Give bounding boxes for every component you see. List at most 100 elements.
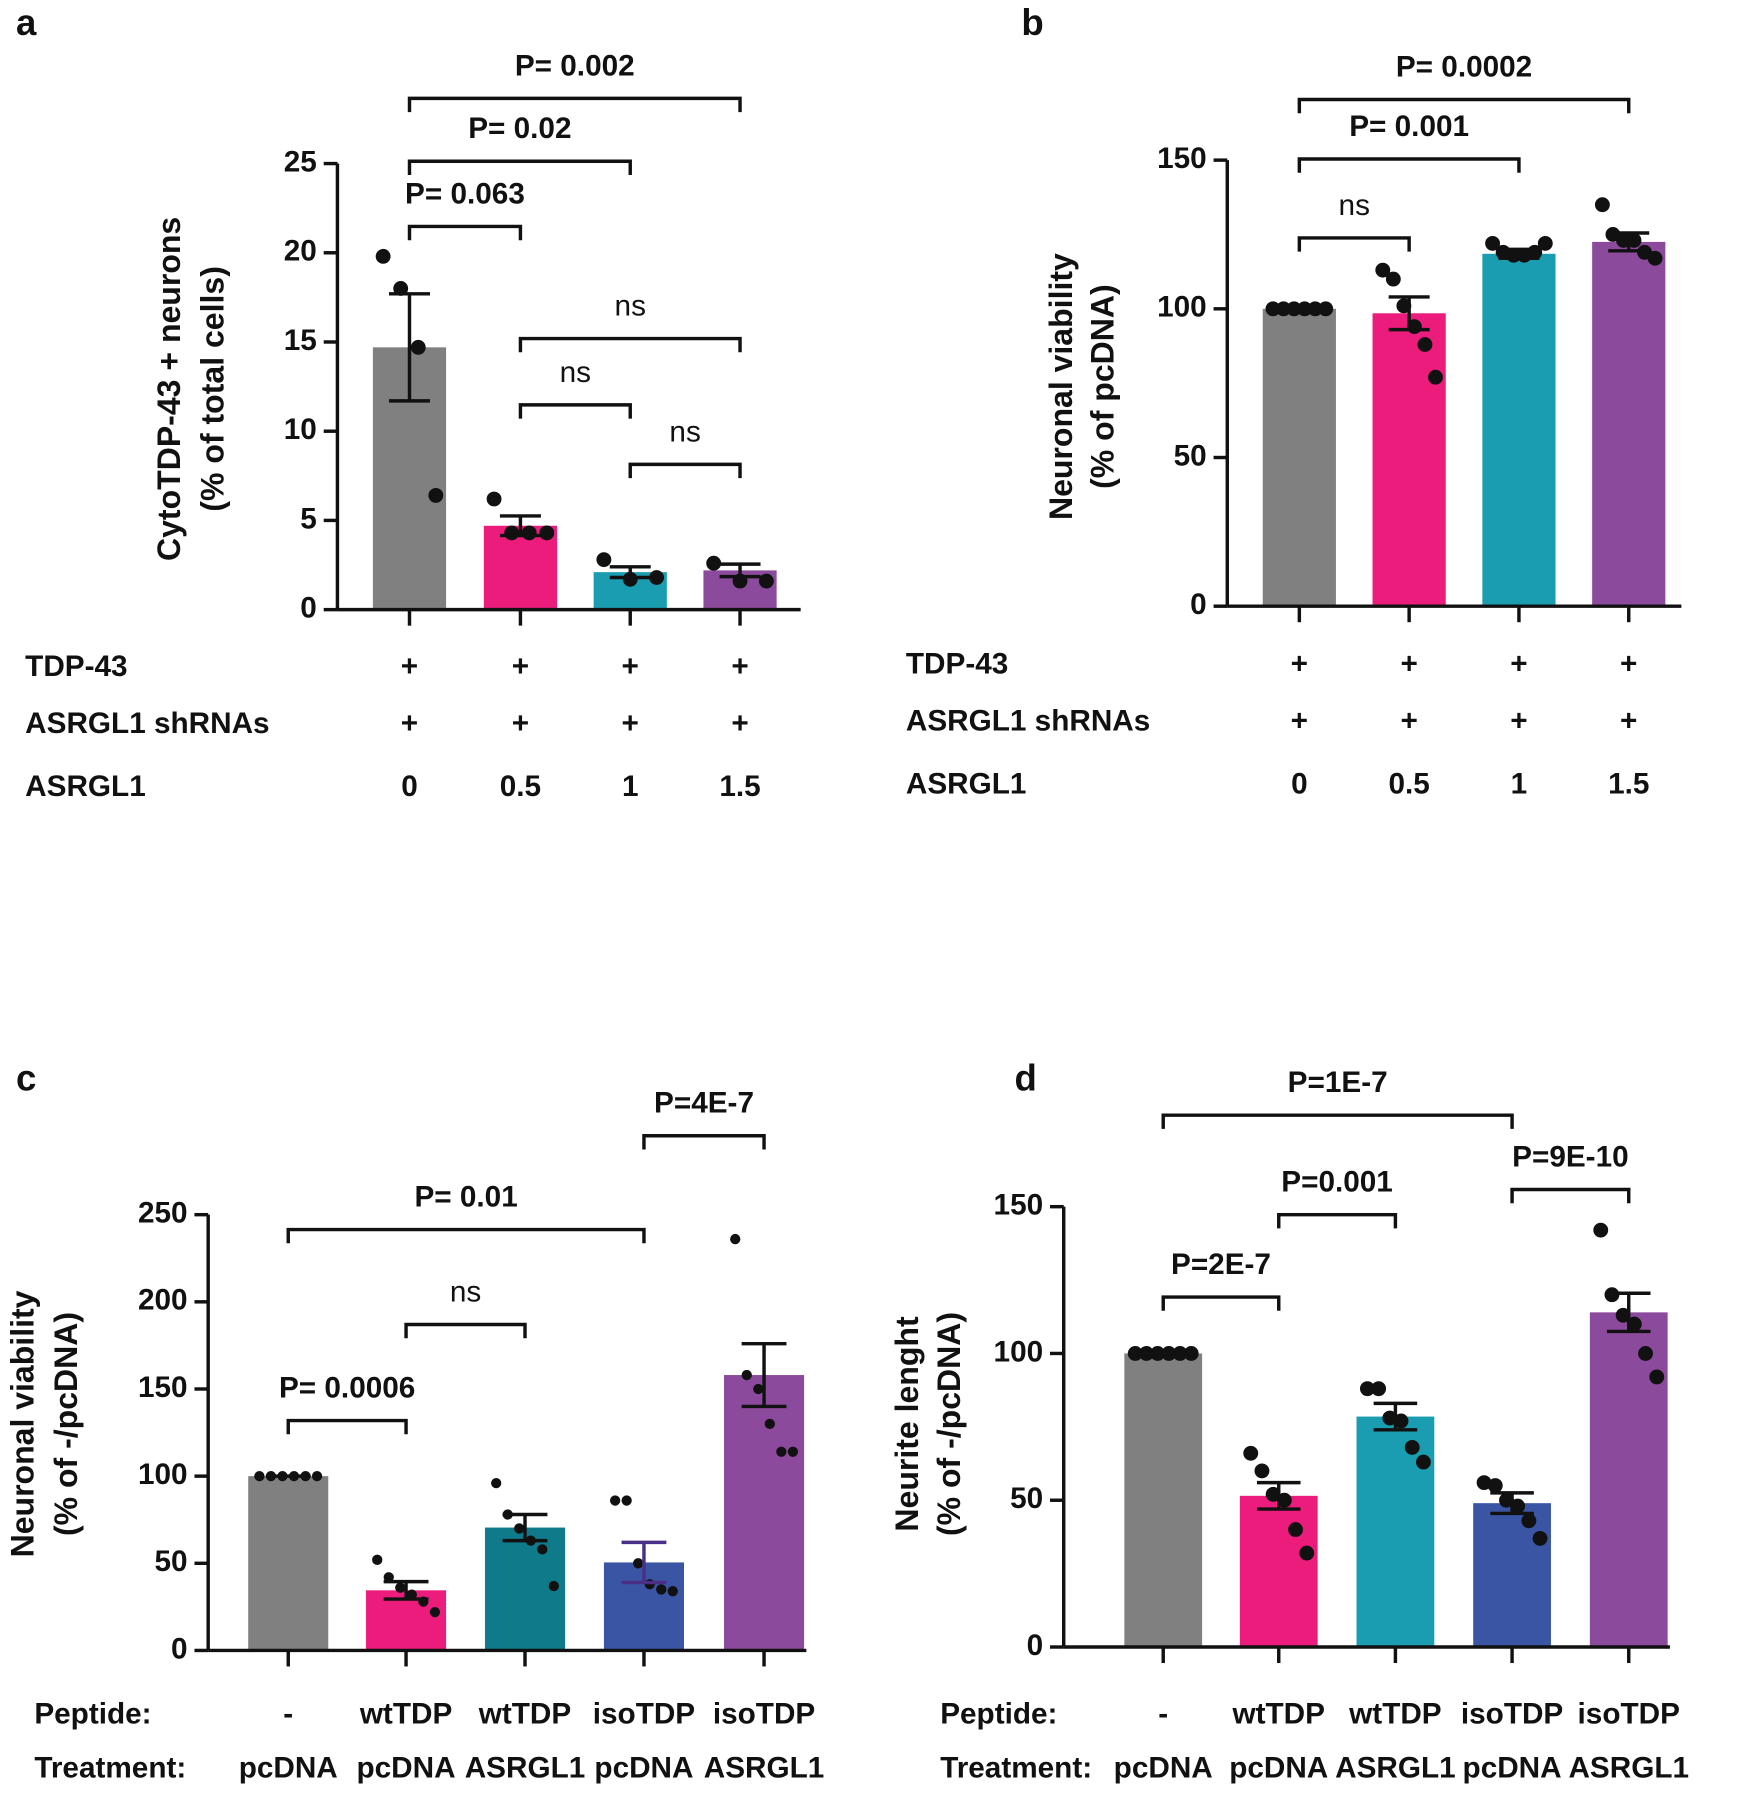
y-tick-label: 5: [300, 502, 317, 535]
data-point: [1243, 1445, 1259, 1461]
error-bar: [719, 562, 761, 579]
y-tick-label: 100: [994, 1335, 1044, 1368]
data-point: [1288, 1522, 1303, 1538]
condition-label: +: [512, 650, 529, 683]
bar: [1239, 1495, 1318, 1648]
condition-label: +: [1510, 648, 1527, 681]
data-point: [621, 1495, 632, 1506]
row-label: Peptide:: [34, 1698, 151, 1731]
condition-label: wtTDP: [1232, 1698, 1325, 1731]
condition-label: +: [1291, 705, 1308, 738]
error-bar: [621, 1540, 667, 1585]
significance-bracket: [518, 336, 742, 353]
y-tick-label: 250: [138, 1197, 188, 1230]
data-point: [504, 525, 520, 541]
significance-bracket: [1510, 1187, 1631, 1204]
condition-label: 0.5: [1388, 768, 1429, 801]
y-tick-label: 0: [1190, 588, 1207, 621]
data-point: [633, 1558, 644, 1569]
condition-label: pcDNA: [594, 1751, 693, 1784]
significance-bracket: [286, 1418, 408, 1435]
data-point: [1375, 262, 1391, 278]
data-point: [764, 1418, 775, 1429]
y-tick-label: 100: [138, 1458, 188, 1491]
data-point: [1593, 1222, 1609, 1238]
data-point: [1594, 197, 1610, 213]
condition-label: 1: [1511, 768, 1528, 801]
bar: [248, 1476, 329, 1651]
significance-bracket: [407, 159, 632, 175]
data-point: [1404, 1439, 1420, 1455]
condition-label: pcDNA: [1463, 1751, 1562, 1784]
panel-letter: c: [16, 1058, 36, 1099]
data-point: [1183, 1346, 1199, 1361]
row-label: ASRGL1 shRNAs: [906, 705, 1150, 738]
condition-label: pcDNA: [1229, 1751, 1328, 1784]
condition-label: ASRGL1: [704, 1751, 825, 1784]
error-bar: [1256, 1480, 1301, 1511]
significance-label: P= 0.063: [405, 177, 525, 210]
row-label: Peptide:: [940, 1698, 1057, 1731]
condition-label: 1: [622, 770, 639, 803]
condition-label: isoTDP: [1578, 1698, 1680, 1731]
significance-label: P=0.001: [1281, 1166, 1393, 1199]
data-point: [514, 1523, 525, 1534]
condition-label: +: [622, 707, 639, 740]
data-point: [1649, 1369, 1665, 1385]
data-point: [741, 1369, 752, 1381]
condition-label: pcDNA: [1114, 1751, 1213, 1784]
significance-label: P= 0.0006: [279, 1372, 415, 1405]
y-tick-label: 100: [1157, 291, 1207, 324]
data-point: [609, 1495, 621, 1506]
error-bar: [383, 1579, 429, 1601]
error-bar: [609, 565, 651, 580]
condition-label: isoTDP: [713, 1698, 815, 1731]
bar: [1124, 1353, 1203, 1648]
condition-label: +: [731, 707, 748, 740]
data-point: [596, 552, 612, 568]
significance-label: P=9E-10: [1512, 1140, 1628, 1173]
panel-letter: d: [1015, 1058, 1037, 1099]
condition-label: +: [1400, 705, 1417, 738]
condition-label: +: [731, 650, 748, 683]
significance-bracket: [1277, 1212, 1398, 1229]
y-tick-label: 25: [284, 145, 317, 178]
bar: [1372, 313, 1446, 607]
condition-label: +: [401, 650, 418, 683]
y-axis-label: (% of total cells): [195, 266, 231, 511]
condition-label: ASRGL1: [1568, 1751, 1689, 1784]
condition-label: +: [1400, 648, 1417, 681]
data-point: [1638, 1346, 1653, 1361]
condition-label: ASRGL1: [1335, 1751, 1456, 1784]
condition-label: ASRGL1: [465, 1751, 586, 1784]
error-bar: [741, 1341, 787, 1409]
data-point: [1265, 301, 1281, 317]
significance-label: P= 0.001: [1349, 110, 1469, 143]
row-label: TDP-43: [25, 650, 127, 683]
data-point: [1265, 1486, 1281, 1502]
data-point: [1359, 1381, 1375, 1397]
data-point: [1127, 1346, 1143, 1361]
data-point: [1254, 1463, 1270, 1479]
significance-label: P= 0.002: [515, 49, 635, 82]
row-label: Treatment:: [940, 1751, 1092, 1784]
row-label: ASRGL1 shRNAs: [25, 707, 269, 740]
y-tick-label: 150: [138, 1371, 188, 1404]
data-point: [1276, 1492, 1292, 1508]
error-bar: [1388, 295, 1430, 332]
condition-label: +: [1620, 705, 1637, 738]
condition-label: 1.5: [719, 770, 760, 803]
significance-label: ns: [560, 356, 591, 389]
y-tick-label: 50: [1174, 439, 1207, 472]
y-tick-label: 0: [1027, 1629, 1044, 1662]
significance-bracket: [518, 403, 632, 419]
data-point: [428, 487, 444, 503]
significance-label: ns: [615, 290, 646, 323]
data-point: [372, 1554, 383, 1565]
data-point: [667, 1586, 678, 1597]
data-point: [1318, 301, 1334, 317]
condition-label: -: [1158, 1698, 1168, 1731]
y-axis-label: Neuronal viability: [5, 1290, 41, 1557]
data-point: [311, 1470, 323, 1482]
